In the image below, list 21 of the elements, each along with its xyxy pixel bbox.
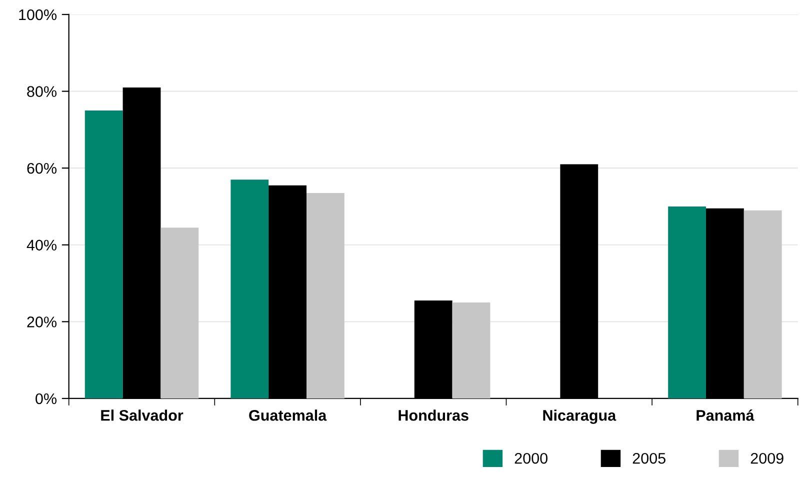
y-tick-label: 20% (27, 316, 56, 328)
legend-label: 2005 (632, 452, 666, 464)
bar (84, 110, 123, 398)
x-tick-label: Nicaragua (543, 410, 616, 424)
y-tick-label: 40% (26, 240, 56, 251)
bar (668, 206, 706, 398)
y-tick-label: 100% (19, 9, 57, 20)
bar (230, 180, 269, 398)
x-tick-label: Panamá (696, 409, 754, 421)
x-tick-label: Honduras (398, 410, 468, 421)
y-tick-label: 60% (27, 162, 56, 174)
legend-label: 2009 (750, 452, 784, 464)
x-tick-label: El Salvador (101, 410, 184, 421)
y-tick-label: 80% (27, 86, 56, 97)
bar (744, 210, 782, 398)
bar (306, 193, 344, 398)
bar (160, 228, 199, 398)
bar (452, 302, 490, 398)
x-tick-label: Guatemala (249, 410, 327, 421)
y-tick-label: 0% (36, 393, 56, 404)
legend-label: 2000 (514, 452, 548, 464)
